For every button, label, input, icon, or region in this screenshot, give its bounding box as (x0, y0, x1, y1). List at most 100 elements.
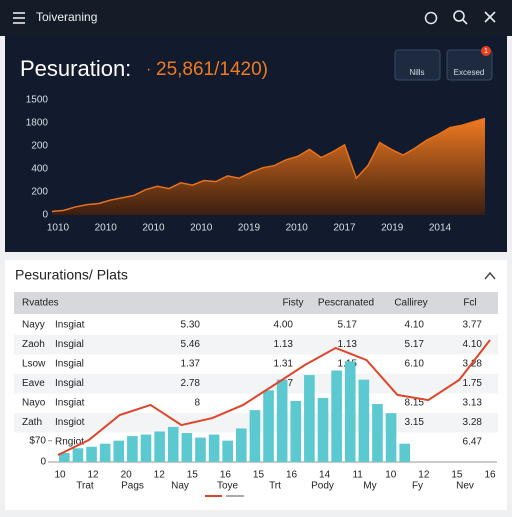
bar (222, 440, 233, 462)
bar (113, 440, 125, 462)
x-tick-label: 15 (187, 470, 199, 481)
summary-separator: · (146, 61, 151, 78)
column-header: Fcl (463, 298, 476, 309)
table-cell: 4.10 (463, 339, 483, 350)
bar (86, 446, 97, 462)
x-axis-label: 2017 (333, 223, 356, 234)
bar (263, 390, 274, 462)
table: Rvatdes Fisty Pescranated Callirey Fcl Nayy In… (14, 298, 498, 452)
table-cell: 1.37 (181, 359, 201, 370)
table-row (14, 335, 498, 355)
button[interactable] (394, 49, 441, 81)
column-header: Callirey (394, 298, 427, 309)
x-tick-label: 16 (220, 470, 232, 481)
x-sublabel: Trt (269, 481, 281, 492)
summary-value: 25,861/1420) (156, 59, 268, 80)
x-axis-label: 2010 (95, 223, 118, 234)
y-axis-label: 1800 (26, 118, 49, 129)
y-tick-label: 0 (40, 457, 46, 468)
x-axis-label: 2019 (381, 223, 404, 234)
table-cell: Insgial (55, 378, 84, 389)
area-fill (52, 118, 485, 215)
table-cell: Nayo (22, 398, 46, 409)
menu-icon[interactable] (13, 12, 25, 24)
column-header: Rvatdes (22, 298, 59, 309)
y-axis-label: 0 (42, 210, 48, 221)
table-cell: 1.75 (463, 378, 483, 389)
table-cell: 6.47 (463, 437, 483, 448)
table-cell: 4.00 (274, 320, 294, 331)
x-axis-label: 2010 (286, 223, 309, 234)
bar (167, 426, 179, 462)
app-title: Toiveraning (36, 10, 97, 24)
table-cell: 5.17 (405, 339, 425, 350)
table-cell: Lsow (22, 359, 46, 370)
table-cell: 7 (287, 378, 293, 389)
bar (140, 434, 152, 462)
x-sublabel: Pody (311, 481, 334, 492)
column-header: Fisty (282, 298, 303, 309)
collapse-icon[interactable] (484, 271, 496, 280)
table-cell: 8.15 (405, 398, 425, 409)
table-row (14, 315, 498, 335)
table-cell: Nayy (22, 320, 45, 331)
bar (358, 379, 370, 462)
table-cell: 1.13 (274, 339, 294, 350)
button-label: Excesed (454, 68, 485, 77)
table-cell: 1.13 (338, 339, 358, 350)
chat-icon[interactable] (424, 11, 438, 25)
bar (290, 401, 302, 462)
table-cell: Insgiot (55, 417, 85, 428)
x-tick-label: 11 (352, 470, 363, 481)
button-label: Nills (409, 68, 424, 77)
x-tick-label: 16 (286, 470, 298, 481)
bar (236, 428, 247, 462)
table-cell: 3.13 (463, 398, 483, 409)
table-cell: 1.31 (274, 359, 294, 370)
top-bar (0, 0, 512, 36)
button[interactable] (446, 49, 493, 81)
bar (195, 437, 206, 462)
table-cell: 5.17 (338, 320, 358, 331)
x-tick-label: 10 (385, 470, 397, 481)
bar (208, 434, 220, 462)
y-tick-label: $70 (29, 435, 46, 446)
table-cell: 5.30 (181, 320, 201, 331)
x-sublabel: My (363, 481, 376, 492)
x-axis-label: 2010 (142, 223, 165, 234)
bar (181, 433, 193, 462)
table-cell: 4.10 (405, 320, 425, 331)
x-tick-label: 16 (484, 470, 496, 481)
summary-heading: Pesuration: (20, 56, 131, 81)
x-tick-label: 20 (121, 470, 133, 481)
x-tick-label: 14 (319, 470, 331, 481)
x-axis-label: 2014 (429, 223, 452, 234)
x-tick-label: 10 (54, 470, 66, 481)
close-icon[interactable] (484, 11, 496, 23)
table-cell: 3.28 (463, 417, 483, 428)
table-cell: 3.77 (463, 320, 483, 331)
panel-title: Pesurations/ Plats (15, 267, 128, 283)
search-icon[interactable] (453, 10, 468, 25)
bar (331, 370, 342, 462)
y-axis-label: 1500 (26, 95, 49, 106)
table-cell: 2.78 (181, 378, 201, 389)
y-axis-label: 200 (31, 141, 48, 152)
x-tick-label: 15 (253, 470, 265, 481)
table-cell: Eave (22, 378, 45, 389)
x-axis-label: 2010 (190, 223, 213, 234)
bar (154, 431, 165, 462)
x-tick-label: 15 (451, 470, 463, 481)
x-sublabel: Fy (412, 481, 423, 492)
x-sublabel: Nev (456, 481, 474, 492)
table-cell: Insgial (55, 359, 84, 370)
x-sublabel: Nay (171, 481, 189, 492)
x-tick-label: 12 (418, 470, 430, 481)
table-cell: Insgiat (55, 398, 85, 409)
x-tick-label: 12 (154, 470, 166, 481)
table-cell: Zaoh (22, 339, 45, 350)
bar (249, 410, 261, 462)
badge-count: 1 (484, 48, 488, 55)
